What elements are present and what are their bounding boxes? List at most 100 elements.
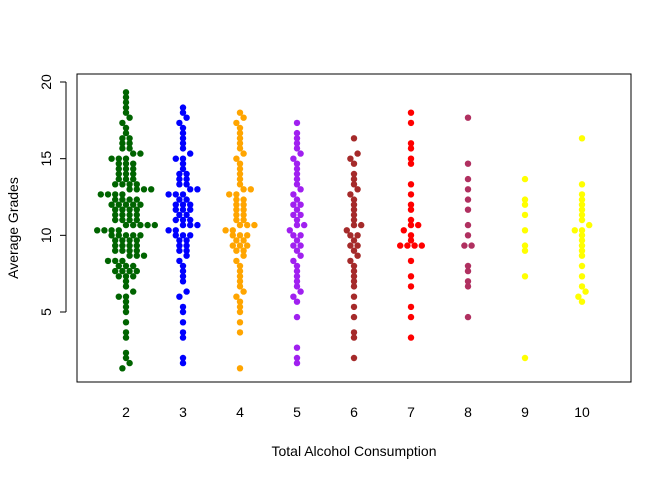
data-point [126,242,133,249]
data-point [293,359,301,367]
data-point [122,298,130,305]
data-point [115,227,123,234]
data-point [240,252,247,259]
data-point [297,232,304,239]
data-point [521,211,529,219]
data-point [183,252,190,259]
data-point [140,252,148,259]
data-point [350,170,358,178]
data-point [571,227,578,234]
data-point [179,145,187,152]
data-point [350,334,358,341]
data-point [133,242,140,249]
data-point [229,242,236,249]
data-point [179,359,187,367]
data-points [94,89,593,372]
data-point [179,201,187,208]
data-point [179,135,187,142]
data-point [126,206,133,213]
data-point [236,298,244,305]
data-point [244,232,251,239]
data-point [290,242,297,249]
data-point [115,175,123,183]
data-point [176,181,183,188]
y-axis-title: Average Grades [5,177,21,279]
x-axis: 2 3 4 5 6 7 8 9 10 [122,404,590,420]
x-tick-label: 4 [236,404,244,420]
data-point [350,211,358,219]
data-point [233,247,240,254]
data-point [407,273,415,280]
data-point [464,313,472,321]
y-axis: 5 10 15 20 [38,74,67,316]
data-point [293,262,301,270]
data-point [233,196,240,203]
data-point [122,293,130,300]
data-point [578,216,586,224]
data-point [112,211,119,219]
data-point [122,160,130,167]
data-point [407,160,415,167]
data-point [176,257,183,265]
data-point [407,201,415,208]
data-point [236,278,244,285]
data-point [179,334,187,341]
data-point [133,206,140,213]
x-tick-label: 3 [179,404,187,420]
data-point [297,201,304,208]
data-point [165,227,172,234]
data-point [112,196,119,203]
data-point [126,140,133,147]
data-point [464,175,472,183]
data-point [236,175,244,183]
data-point [187,186,194,193]
data-point [240,247,247,254]
data-point [233,155,240,162]
data-point [137,221,144,229]
data-point [236,242,244,249]
data-point [187,232,194,239]
data-point [172,191,179,198]
data-point [297,242,304,249]
data-point [407,313,415,321]
data-point [464,186,472,193]
data-point [290,232,297,239]
data-point [251,221,258,229]
data-point [97,191,105,198]
data-point [293,170,301,178]
data-point [240,186,247,193]
data-point [236,283,244,290]
data-point [122,329,130,336]
data-point [104,191,112,198]
data-point [347,242,354,249]
data-point [297,288,304,295]
data-point [179,262,187,270]
data-point [521,201,529,208]
data-point [578,196,586,203]
data-point [229,227,236,234]
data-point [350,262,358,270]
data-point [233,237,240,244]
data-point [194,221,201,229]
data-point [176,237,183,244]
data-point [101,227,108,234]
data-point [236,181,244,188]
data-point [122,165,130,173]
data-point [122,334,130,341]
data-point [133,247,140,254]
data-point [236,262,244,270]
data-point [578,283,586,290]
data-point [176,175,183,183]
data-point [126,135,133,142]
data-point [400,227,407,234]
data-point [112,206,119,213]
data-point [358,221,365,229]
data-point [179,191,187,198]
data-point [290,191,297,198]
data-point [176,293,183,300]
data-point [407,109,415,116]
data-point [293,298,301,305]
data-point [119,119,126,127]
data-point [404,242,411,249]
data-point [119,237,126,244]
